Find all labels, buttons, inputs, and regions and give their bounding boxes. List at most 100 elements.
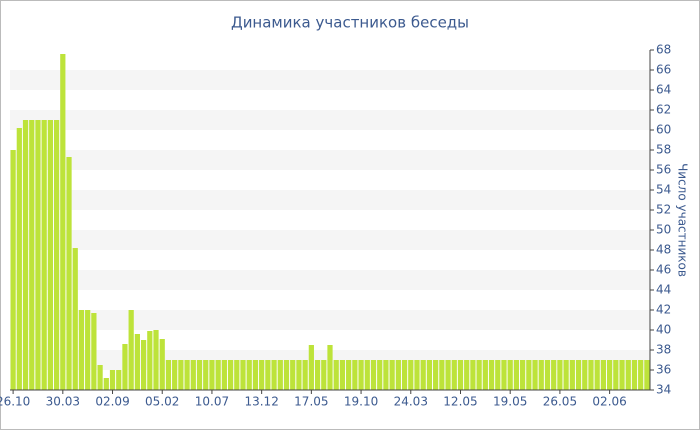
bar	[370, 360, 377, 390]
bar	[569, 360, 575, 390]
bar	[321, 360, 327, 390]
bar	[433, 360, 439, 390]
bar	[445, 360, 451, 390]
x-tick-label: 26.10	[0, 395, 30, 409]
bar	[103, 378, 109, 390]
bar	[246, 360, 252, 390]
bar	[215, 360, 221, 390]
bar	[227, 360, 234, 390]
bar	[364, 360, 370, 390]
bar	[408, 360, 414, 390]
bar	[352, 360, 358, 390]
bar	[203, 360, 209, 390]
bar	[296, 360, 302, 390]
plot-back	[10, 70, 650, 370]
bar	[426, 360, 433, 390]
bar	[470, 360, 476, 390]
bar	[240, 360, 246, 390]
y-tick-label: 40	[656, 323, 671, 337]
grid-band	[10, 270, 650, 290]
y-tick-label: 58	[656, 143, 671, 157]
bar	[631, 360, 638, 390]
y-axis-label: Число участников	[676, 163, 690, 277]
bar	[271, 360, 277, 390]
bar	[53, 120, 60, 390]
bar	[619, 360, 625, 390]
y-tick-label: 48	[656, 243, 671, 257]
bar	[221, 360, 227, 390]
x-tick-label: 12.05	[443, 395, 477, 409]
bar	[457, 360, 464, 390]
bar	[358, 360, 364, 390]
bar	[495, 360, 501, 390]
bar	[644, 360, 650, 390]
bar	[314, 360, 321, 390]
bar	[16, 128, 22, 390]
y-tick-label: 50	[656, 223, 671, 237]
bar	[147, 331, 153, 390]
bar	[85, 310, 91, 390]
bar	[327, 345, 333, 390]
bar	[401, 360, 408, 390]
bar	[159, 339, 165, 390]
bar	[451, 360, 457, 390]
bar	[383, 360, 389, 390]
bar	[464, 360, 470, 390]
bar	[575, 360, 582, 390]
bar	[35, 120, 41, 390]
bar	[439, 360, 445, 390]
bar	[308, 345, 314, 390]
bar	[140, 340, 147, 390]
x-tick-label: 26.05	[543, 395, 577, 409]
bar	[153, 330, 159, 390]
grid-band	[10, 70, 650, 90]
bar	[582, 360, 588, 390]
y-tick-label: 56	[656, 163, 671, 177]
y-tick-label: 60	[656, 123, 671, 137]
bar	[520, 360, 526, 390]
bar	[501, 360, 507, 390]
bar	[116, 370, 122, 390]
bar	[544, 360, 551, 390]
bar	[283, 360, 290, 390]
bar	[128, 310, 134, 390]
bar	[265, 360, 271, 390]
x-tick-label: 02.09	[95, 395, 129, 409]
bar	[532, 360, 538, 390]
x-tick-label: 05.02	[145, 395, 179, 409]
y-tick-label: 64	[656, 83, 671, 97]
bar	[607, 360, 613, 390]
y-tick-label: 62	[656, 103, 671, 117]
bar	[259, 360, 265, 390]
x-tick-label: 24.03	[394, 395, 428, 409]
bar	[91, 313, 97, 390]
bar	[184, 360, 190, 390]
bar	[277, 360, 283, 390]
y-tick-label: 36	[656, 363, 671, 377]
x-tick-label: 02.06	[592, 395, 626, 409]
bar	[122, 344, 128, 390]
bar	[302, 360, 308, 390]
bar	[588, 360, 594, 390]
bar	[66, 157, 72, 390]
bar	[563, 360, 569, 390]
bar	[476, 360, 482, 390]
bar	[339, 360, 346, 390]
bar	[389, 360, 395, 390]
x-tick-label: 13.12	[244, 395, 278, 409]
y-tick-label: 42	[656, 303, 671, 317]
bar	[638, 360, 644, 390]
y-tick-label: 38	[656, 343, 671, 357]
bar	[594, 360, 600, 390]
bar	[234, 360, 240, 390]
bar	[10, 150, 16, 390]
y-tick-label: 54	[656, 183, 671, 197]
bar	[600, 360, 607, 390]
bar	[557, 360, 563, 390]
bar	[41, 120, 47, 390]
y-tick-label: 68	[656, 43, 671, 57]
bar	[613, 360, 619, 390]
bar	[333, 360, 339, 390]
bar	[22, 120, 29, 390]
